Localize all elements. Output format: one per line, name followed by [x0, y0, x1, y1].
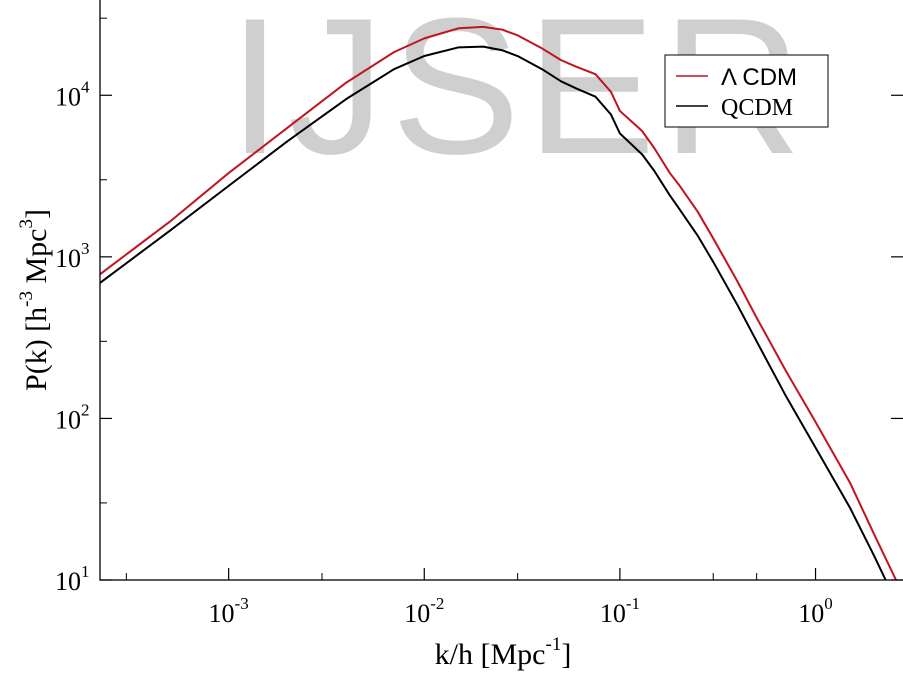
- legend: Λ CDM QCDM: [664, 54, 829, 128]
- legend-label-qcdm: QCDM: [721, 95, 793, 121]
- legend-label-lcdm: Λ CDM: [721, 64, 797, 91]
- y-tick-label: 104: [55, 77, 90, 111]
- y-axis-label-sup2: 3: [16, 219, 37, 229]
- x-axis-label-sup: -1: [546, 634, 562, 655]
- x-axis-label-close: ]: [561, 638, 571, 671]
- x-tick-label: 100: [798, 594, 833, 628]
- x-axis-label-base: k/h [Mpc: [435, 638, 546, 671]
- y-axis-label-part3: ]: [20, 209, 53, 219]
- y-tick-label: 103: [55, 239, 90, 273]
- y-tick-label: 101: [55, 562, 90, 596]
- x-tick-label: 10-3: [209, 594, 249, 628]
- y-axis-label-part1: P(k) [h: [20, 307, 53, 391]
- x-tick-label: 10-1: [600, 594, 640, 628]
- y-axis-label-part2: Mpc: [20, 229, 53, 292]
- series-line-qcdm: [100, 45, 887, 580]
- plot-frame: [99, 0, 903, 581]
- y-axis-label: P(k) [h-3 Mpc3]: [16, 209, 53, 391]
- series-line-lcdm: [100, 25, 898, 580]
- y-axis-label-sup1: -3: [16, 291, 37, 307]
- legend-box: [664, 54, 829, 128]
- x-tick-label: 10-2: [404, 594, 444, 628]
- axis-ticks: 10-3 10-2 10-1 100 101 102 103 104: [55, 17, 903, 628]
- plot-area: [100, 25, 898, 580]
- x-axis-label: k/h [Mpc-1]: [435, 634, 572, 671]
- y-tick-label: 102: [55, 400, 90, 434]
